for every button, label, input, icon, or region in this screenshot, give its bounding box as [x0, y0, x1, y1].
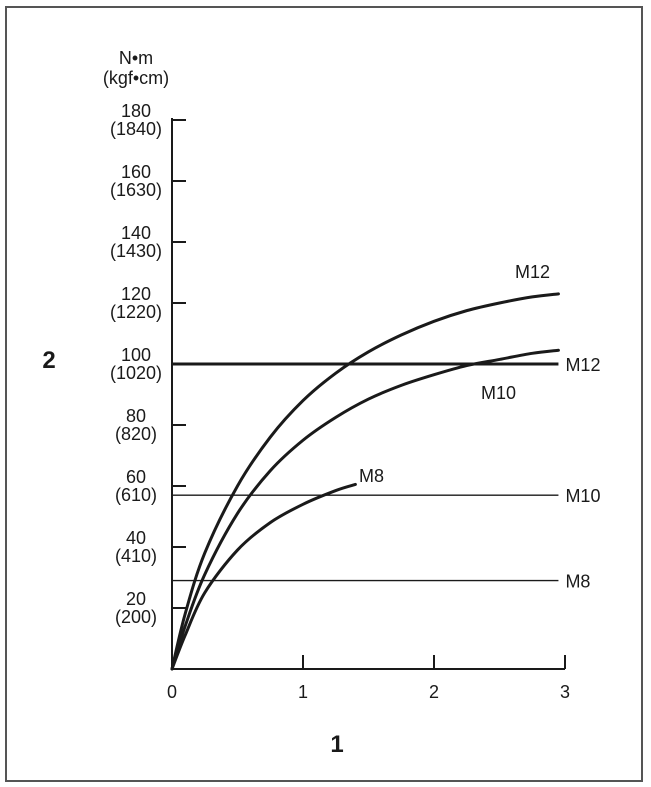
reference-label-m10: M10	[565, 486, 600, 506]
y-tick-label: 20	[126, 589, 146, 609]
y-tick-alt-label: (820)	[115, 424, 157, 444]
torque-chart: 20(200)40(410)60(610)80(820)100(1020)120…	[42, 48, 600, 758]
y-tick-alt-label: (1430)	[110, 241, 162, 261]
y-axis-title: 2	[42, 347, 55, 374]
x-axis-title: 1	[330, 731, 343, 758]
y-unit-label: N•m	[119, 48, 153, 68]
y-tick-label: 80	[126, 406, 146, 426]
curve-label-m12: M12	[515, 262, 550, 282]
axes	[171, 118, 566, 670]
y-tick-label: 140	[121, 223, 151, 243]
reference-label-m8: M8	[565, 572, 590, 592]
x-tick-label: 2	[429, 682, 439, 702]
chart-frame: 20 (200) 40 (410) 60 (610) 80 (820) 100 (1020) 120…	[5, 6, 643, 782]
y-tick-label: 60	[126, 467, 146, 487]
y-tick-alt-label: (1020)	[110, 363, 162, 383]
curve-m8	[170, 482, 357, 671]
curve-m10	[170, 348, 560, 671]
y-tick-alt-label: (610)	[115, 485, 157, 505]
x-tick-label: 0	[167, 682, 177, 702]
x-tick-label: 1	[298, 682, 308, 702]
y-tick-alt-label: (1840)	[110, 119, 162, 139]
y-tick-alt-label: (1220)	[110, 302, 162, 322]
labels: 20(200)40(410)60(610)80(820)100(1020)120…	[42, 48, 600, 758]
reference-label-m12: M12	[565, 355, 600, 375]
y-tick-label: 160	[121, 162, 151, 182]
y-tick-label: 180	[121, 101, 151, 121]
x-tick-label: 3	[560, 682, 570, 702]
y-tick-label: 120	[121, 284, 151, 304]
y-tick-alt-label: (200)	[115, 607, 157, 627]
curve-label-m8: M8	[359, 466, 384, 486]
reference-lines	[172, 362, 559, 582]
y-tick-label: 40	[126, 528, 146, 548]
y-tick-alt-label: (410)	[115, 546, 157, 566]
y-tick-label: 100	[121, 345, 151, 365]
curve-label-m10: M10	[481, 383, 516, 403]
y-tick-alt-label: (1630)	[110, 180, 162, 200]
y-unit-label-alt: (kgf•cm)	[103, 68, 169, 88]
